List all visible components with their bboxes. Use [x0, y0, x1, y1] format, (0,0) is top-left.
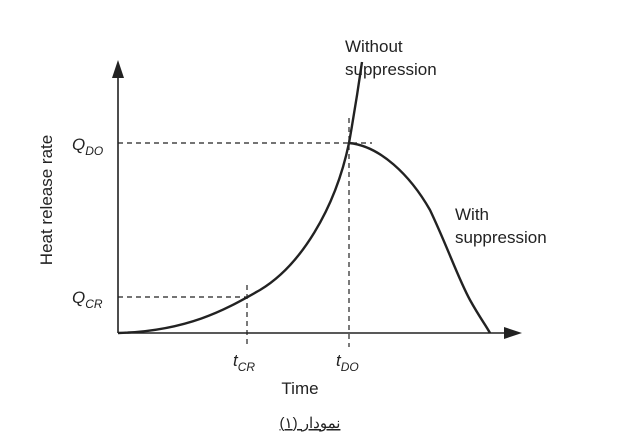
- q-cr-label: QCR: [72, 288, 103, 311]
- y-axis-label: Heat release rate: [37, 135, 56, 265]
- t-cr-label: tCR: [233, 351, 255, 374]
- with-label: With: [455, 205, 489, 224]
- x-arrow: [504, 327, 522, 339]
- curve-with: [348, 141, 492, 334]
- with-label: suppression: [455, 228, 547, 247]
- cr-guides: [118, 285, 250, 347]
- t-do-label: tDO: [336, 351, 359, 374]
- y-arrow: [112, 60, 124, 78]
- x-axis-label: Time: [281, 379, 318, 398]
- without-label: suppression: [345, 60, 437, 79]
- curve-without: [117, 61, 364, 335]
- without-label: Without: [345, 37, 403, 56]
- q-do-label: QDO: [72, 135, 103, 158]
- do-guides: [118, 118, 372, 347]
- caption: نمودار (۱): [280, 415, 341, 432]
